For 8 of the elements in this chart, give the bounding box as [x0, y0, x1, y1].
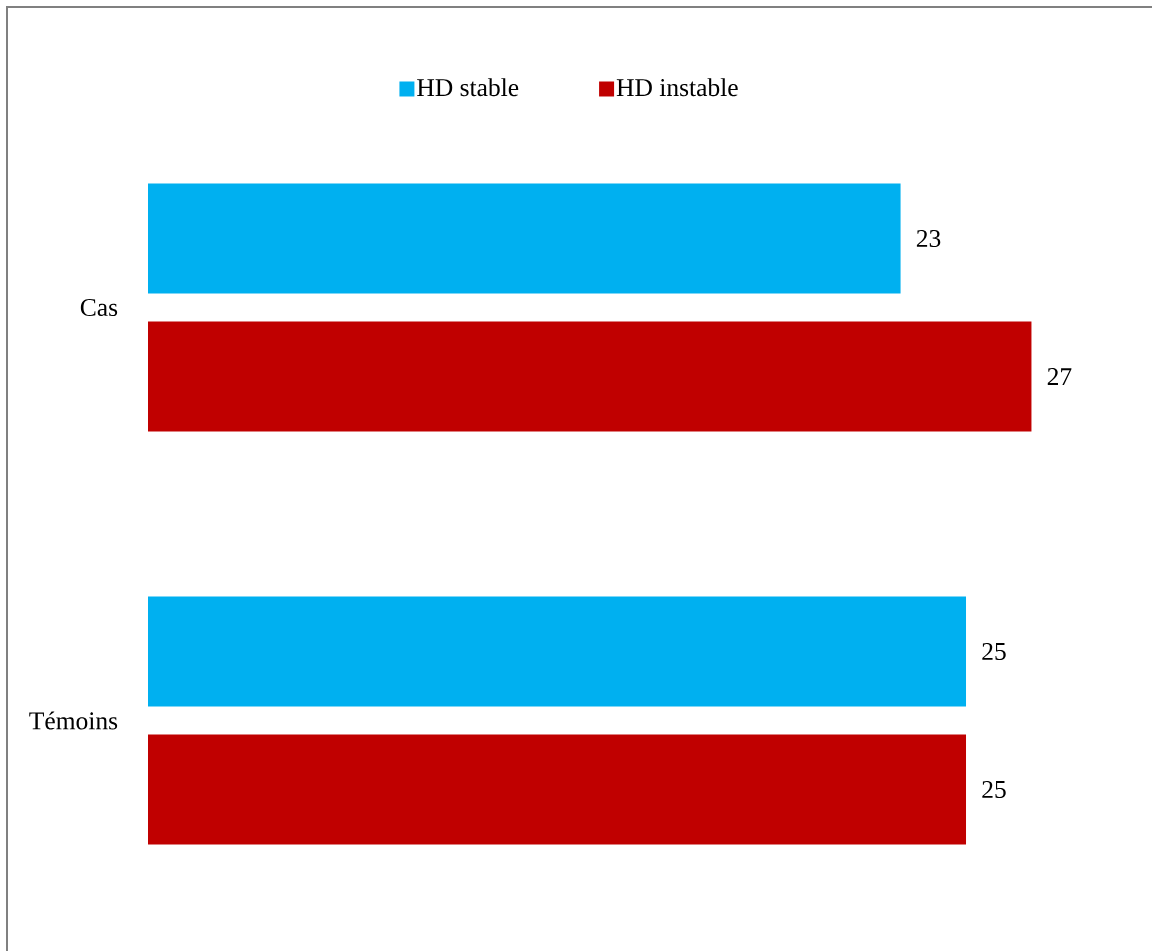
- data-label: 25: [982, 642, 1006, 661]
- y-tick-label: Témoins: [29, 711, 118, 730]
- y-tick-label: Cas: [80, 298, 118, 317]
- data-label: 27: [1047, 368, 1072, 385]
- legend-label: HD stable: [417, 78, 519, 97]
- legend-label: HD instable: [616, 78, 738, 97]
- data-label: 23: [916, 229, 941, 248]
- data-label: 25: [982, 780, 1006, 799]
